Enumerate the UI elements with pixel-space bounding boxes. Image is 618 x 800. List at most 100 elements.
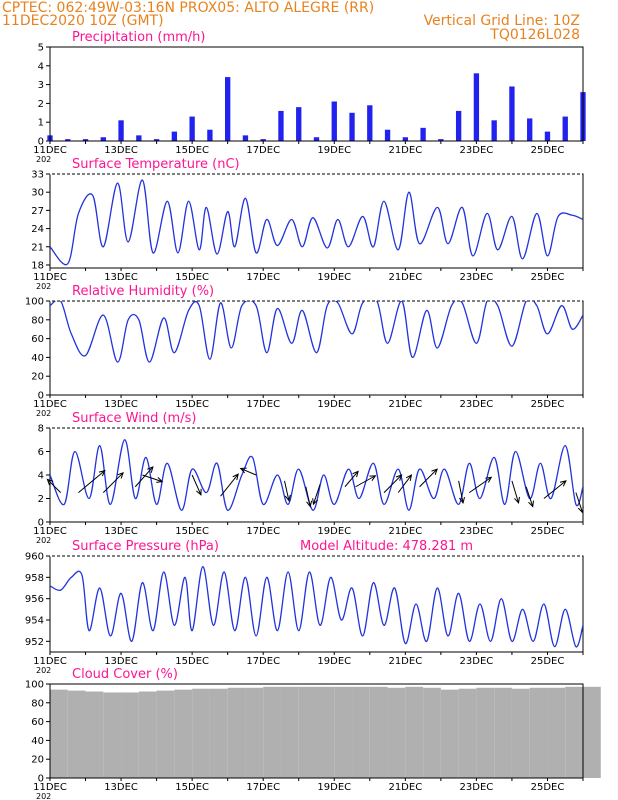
x-tick-label: 19DEC bbox=[317, 526, 351, 537]
y-tick-label: 956 bbox=[25, 594, 44, 605]
x-tick-label: 25DEC bbox=[531, 782, 565, 793]
panel-4: 952 954 956 958 960 11DEC 13DEC 15DEC 17DEC 19DEC… bbox=[25, 539, 584, 675]
y-tick-label: 954 bbox=[25, 616, 44, 627]
x-tick-label: 17DEC bbox=[246, 272, 280, 283]
wind-arrow-head bbox=[395, 474, 403, 481]
bar bbox=[491, 120, 497, 141]
x-year-label: 202 bbox=[36, 666, 51, 675]
bar bbox=[296, 107, 302, 141]
wind-arrow bbox=[102, 472, 124, 493]
x-tick-label: 21DEC bbox=[388, 272, 422, 283]
wind-arrow bbox=[355, 475, 376, 488]
bar bbox=[138, 691, 157, 778]
x-tick-label: 19DEC bbox=[317, 656, 351, 667]
x-tick-label: 23DEC bbox=[460, 145, 494, 156]
bar bbox=[192, 688, 210, 778]
x-tick-label: 11DEC bbox=[33, 782, 67, 793]
wind-arrow bbox=[142, 474, 163, 483]
wind-arrow-head bbox=[46, 478, 54, 486]
wind-arrow bbox=[397, 474, 412, 493]
wind-arrow-head bbox=[514, 496, 520, 504]
wind-arrow-head bbox=[306, 500, 313, 508]
bar bbox=[225, 77, 231, 141]
wind-arrow-head bbox=[98, 469, 106, 477]
bar bbox=[476, 687, 495, 778]
wind-arrow bbox=[419, 468, 438, 488]
x-tick-label: 17DEC bbox=[246, 782, 280, 793]
bar bbox=[352, 686, 370, 778]
x-year-label: 202 bbox=[36, 409, 51, 418]
x-tick-label: 11DEC bbox=[33, 145, 67, 156]
y-tick-label: 1 bbox=[38, 118, 44, 129]
panel-1: 18 21 24 27 30 33 11DEC 13DEC 15DEC 17DEC 19DEC 21D… bbox=[31, 157, 584, 291]
x-tick-label: 23DEC bbox=[460, 272, 494, 283]
bar bbox=[423, 687, 441, 778]
x-tick-label: 17DEC bbox=[246, 526, 280, 537]
bar bbox=[85, 691, 104, 778]
wind-arrow bbox=[458, 480, 464, 503]
wind-arrow-head bbox=[405, 474, 413, 482]
x-tick-label: 19DEC bbox=[317, 399, 351, 410]
x-tick-label: 21DEC bbox=[388, 782, 422, 793]
y-tick-label: 18 bbox=[31, 260, 44, 271]
wind-arrow-head bbox=[459, 496, 466, 505]
bar bbox=[50, 689, 68, 778]
x-year-label: 202 bbox=[36, 792, 51, 800]
y-tick-label: 3 bbox=[38, 80, 44, 91]
wind-arrow bbox=[191, 474, 202, 496]
y-tick-label: 100 bbox=[25, 297, 44, 308]
x-tick-label: 11DEC bbox=[33, 399, 67, 410]
x-tick-label: 17DEC bbox=[246, 145, 280, 156]
x-tick-label: 21DEC bbox=[388, 145, 422, 156]
x-year-label: 202 bbox=[36, 536, 51, 545]
x-tick-label: 25DEC bbox=[531, 526, 565, 537]
bar bbox=[316, 686, 335, 778]
y-tick-label: 0 bbox=[38, 391, 44, 402]
panel-title: Cloud Cover (%) bbox=[72, 667, 178, 682]
bar bbox=[209, 688, 228, 778]
x-tick-label: 21DEC bbox=[388, 526, 422, 537]
x-tick-label: 15DEC bbox=[175, 656, 209, 667]
bar bbox=[278, 110, 284, 141]
x-year-label: 202 bbox=[36, 282, 51, 291]
y-tick-label: 30 bbox=[31, 188, 44, 199]
bar bbox=[583, 686, 601, 778]
x-tick-label: 15DEC bbox=[175, 399, 209, 410]
bar bbox=[227, 687, 246, 778]
panel-title: Surface Pressure (hPa) bbox=[72, 539, 219, 554]
bar bbox=[420, 127, 426, 141]
wind-arrow-head bbox=[485, 476, 493, 483]
bar bbox=[313, 137, 320, 141]
bar bbox=[260, 139, 266, 141]
wind-arrow-head bbox=[147, 466, 154, 473]
x-tick-label: 13DEC bbox=[104, 399, 138, 410]
wind-arrow-head bbox=[352, 470, 359, 478]
y-tick-label: 0 bbox=[38, 518, 44, 529]
bar bbox=[527, 118, 533, 141]
bar bbox=[334, 686, 353, 778]
bar bbox=[438, 139, 444, 141]
bar bbox=[349, 112, 355, 141]
panel-title: Surface Temperature (nC) bbox=[72, 157, 240, 172]
bar bbox=[547, 687, 566, 778]
bar bbox=[242, 135, 249, 141]
y-tick-label: 952 bbox=[25, 637, 44, 648]
wind-arrow-head bbox=[369, 475, 377, 481]
panel-2: 0 20 40 60 80 100 11DEC 13DEC 15DEC 17DEC 19DEC 21D… bbox=[25, 284, 584, 418]
panel-0: 0 1 2 3 4 5 11DEC 13DEC 15DEC 17DEC 19DEC 21DEC 23DE… bbox=[33, 30, 586, 164]
bar bbox=[562, 116, 568, 141]
x-tick-label: 19DEC bbox=[317, 272, 351, 283]
bar bbox=[511, 688, 530, 778]
bar bbox=[367, 105, 373, 141]
bar bbox=[121, 692, 139, 778]
wind-arrow bbox=[344, 471, 359, 488]
wind-arrow bbox=[47, 479, 62, 493]
x-tick-label: 19DEC bbox=[317, 782, 351, 793]
header-model-id: TQ0126L028 bbox=[490, 27, 580, 43]
x-tick-label: 13DEC bbox=[104, 272, 138, 283]
y-tick-label: 33 bbox=[31, 170, 44, 181]
wind-arrow bbox=[240, 467, 257, 476]
y-tick-label: 20 bbox=[31, 755, 44, 766]
bar bbox=[440, 689, 459, 778]
y-tick-label: 6 bbox=[38, 447, 44, 458]
